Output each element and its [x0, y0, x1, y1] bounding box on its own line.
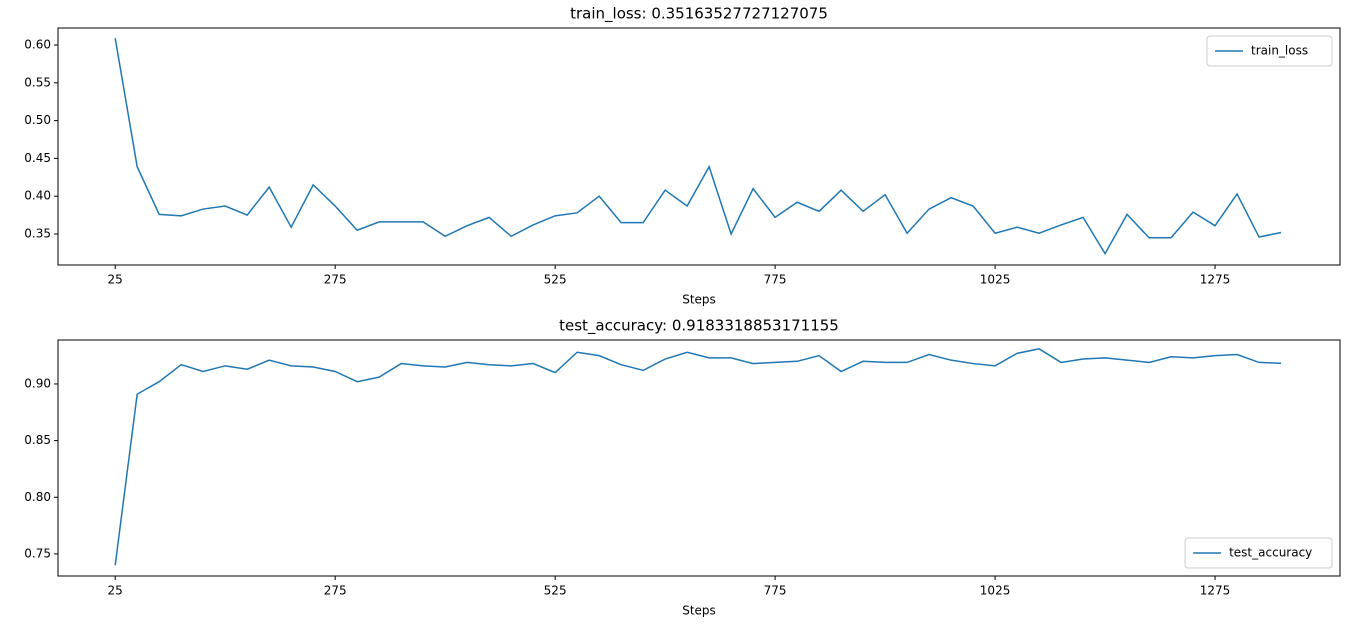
- x-axis-label: Steps: [682, 604, 716, 618]
- y-tick-label: 0.60: [24, 38, 51, 52]
- legend-box: [1184, 537, 1333, 569]
- x-tick-label: 275: [324, 584, 347, 598]
- y-tick-label: 0.75: [24, 546, 51, 560]
- x-tick-label: 525: [544, 273, 567, 287]
- x-tick-label: 1275: [1200, 273, 1231, 287]
- axes-frame: [57, 339, 1341, 577]
- x-tick-label: 25: [108, 273, 123, 287]
- x-tick-label: 275: [324, 273, 347, 287]
- x-tick-label: 775: [764, 584, 787, 598]
- chart-title: train_loss: 0.35163527727127075: [570, 5, 828, 24]
- y-tick-label: 0.40: [24, 189, 51, 203]
- x-tick-label: 1025: [980, 584, 1011, 598]
- data-line: [114, 38, 1282, 256]
- y-tick-label: 0.50: [24, 113, 51, 127]
- x-tick-label: 25: [108, 584, 123, 598]
- x-tick-label: 1275: [1200, 584, 1231, 598]
- y-tick-label: 0.80: [24, 490, 51, 504]
- x-tick-label: 775: [764, 273, 787, 287]
- legend-label: train_loss: [1251, 44, 1308, 58]
- data-line: [114, 348, 1282, 566]
- legend-box: [1206, 35, 1333, 67]
- y-tick-label: 0.85: [24, 433, 51, 447]
- x-axis-label: Steps: [682, 293, 716, 307]
- y-tick-label: 0.90: [24, 376, 51, 390]
- axes-frame: [57, 27, 1341, 266]
- chart-title: test_accuracy: 0.9183318853171155: [559, 317, 839, 336]
- y-tick-label: 0.45: [24, 151, 51, 165]
- y-tick-label: 0.35: [24, 227, 51, 241]
- legend-label: test_accuracy: [1229, 546, 1312, 560]
- x-tick-label: 1025: [980, 273, 1011, 287]
- x-tick-label: 525: [544, 584, 567, 598]
- y-tick-label: 0.55: [24, 75, 51, 89]
